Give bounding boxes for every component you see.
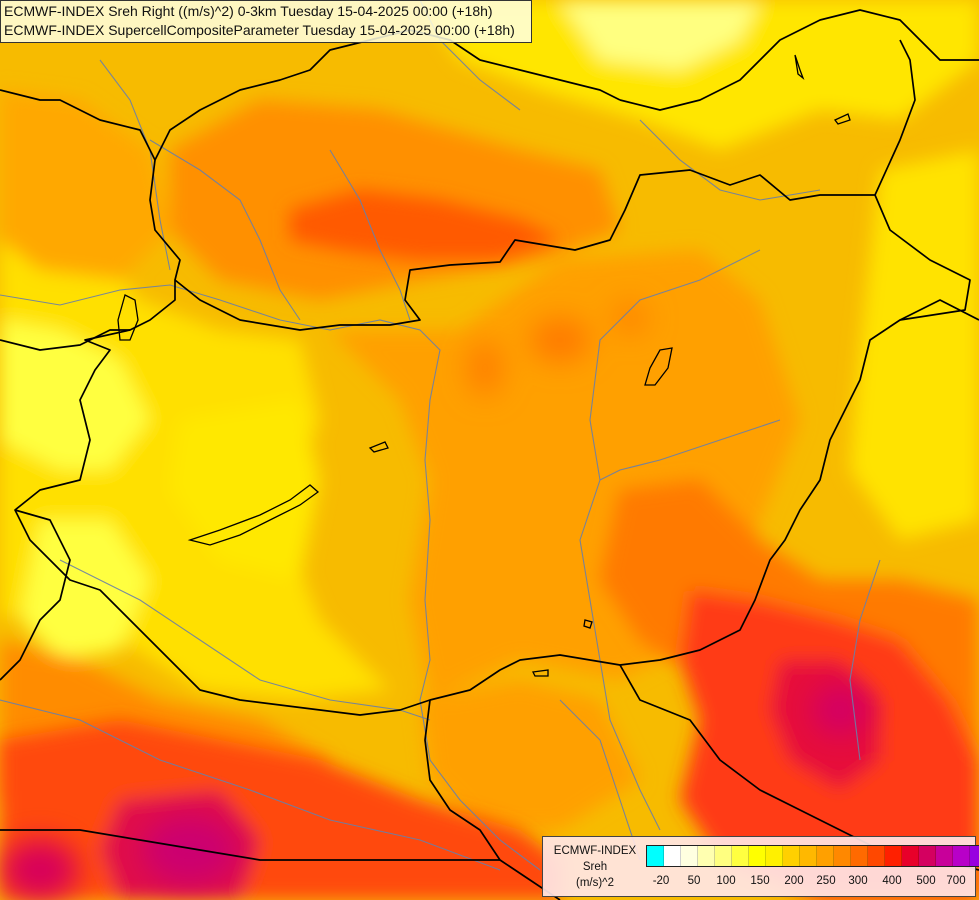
- legend-tick-label: 250: [816, 875, 836, 887]
- legend-swatch: [647, 846, 664, 866]
- border-croatia-slovenia: [0, 509, 71, 681]
- lake-small-3: [833, 113, 851, 125]
- legend-swatch: [834, 846, 851, 866]
- sreh-field-peaks: [2, 302, 868, 900]
- field-lightyellow-west: [0, 320, 150, 470]
- river-sava: [0, 699, 501, 871]
- legend-tick-label: 700: [946, 875, 966, 887]
- field-lightyellow-sw: [20, 520, 150, 660]
- field-peak-south-2: [2, 840, 78, 900]
- field-patch-center: [530, 318, 590, 362]
- legend-swatch: [664, 846, 681, 866]
- legend-swatch: [851, 846, 868, 866]
- legend-swatch: [885, 846, 902, 866]
- legend-swatch: [715, 846, 732, 866]
- lake-small-4: [532, 669, 549, 677]
- river-tisza: [579, 249, 761, 831]
- field-yellow-east: [850, 150, 979, 540]
- legend-tick-label: -20: [652, 875, 670, 887]
- field-peak-south: [142, 816, 238, 884]
- river-danube: [0, 284, 541, 871]
- title-line-1: ECMWF-INDEX Sreh Right ((m/s)^2) 0-3km T…: [4, 3, 493, 19]
- field-deep-orange-slovakia: [290, 190, 560, 260]
- field-yellow-center: [170, 400, 320, 580]
- legend-swatch: [783, 846, 800, 866]
- field-yellow-north: [420, 0, 979, 150]
- lakes: [117, 54, 851, 677]
- field-orange-south: [420, 680, 640, 830]
- color-legend: ECMWF-INDEX Sreh (m/s)^2 -20 50 100 150 200 2…: [542, 836, 979, 897]
- river-serbia: [559, 699, 641, 861]
- legend-swatch: [953, 846, 970, 866]
- legend-swatch: [936, 846, 953, 866]
- legend-tick-label: 100: [716, 875, 736, 887]
- river-northeast: [639, 119, 821, 201]
- legend-title-line-3: (m/s)^2: [576, 877, 614, 889]
- lake-neusiedl: [117, 294, 139, 341]
- legend-swatch: [902, 846, 919, 866]
- legend-tick-label: 150: [750, 875, 770, 887]
- border-slovakia-north: [0, 89, 181, 281]
- legend-swatch: [868, 846, 885, 866]
- border-austria: [0, 329, 130, 351]
- legend-swatch: [681, 846, 698, 866]
- field-patch-center-2: [467, 340, 503, 396]
- legend-swatch: [919, 846, 936, 866]
- title-box: ECMWF-INDEX Sreh Right ((m/s)^2) 0-3km T…: [0, 0, 532, 43]
- legend-tick-label: 200: [784, 875, 804, 887]
- border-romania-ukraine: [874, 39, 916, 196]
- field-peak-se: [812, 684, 868, 736]
- legend-swatch: [732, 846, 749, 866]
- river-olt: [849, 559, 881, 761]
- border-serbia-croatia: [424, 699, 561, 900]
- lake-tisza: [644, 347, 673, 386]
- river-hron: [329, 149, 411, 321]
- legend-tick-label: 50: [687, 875, 701, 887]
- legend-swatch: [800, 846, 817, 866]
- legend-swatch: [817, 846, 834, 866]
- legend-title-line-1: ECMWF-INDEX: [553, 845, 637, 857]
- lake-small-2: [794, 54, 805, 80]
- legend-tick-label: 300: [848, 875, 868, 887]
- legend-swatch: [698, 846, 715, 866]
- lake-small-5: [583, 619, 593, 629]
- legend-ticks: -20 50 100 150 200 250 300 400 500 700: [646, 875, 966, 889]
- lake-balaton: [187, 484, 320, 546]
- field-patch-east: [612, 302, 648, 334]
- field-pale-north: [560, 0, 760, 70]
- border-croatia-bosnia: [0, 829, 500, 861]
- legend-tick-label: 400: [882, 875, 902, 887]
- lake-small-1: [368, 441, 389, 453]
- legend-title: ECMWF-INDEX Sreh (m/s)^2: [547, 843, 643, 891]
- legend-title-line-2: Sreh: [582, 861, 608, 873]
- border-hungary: [14, 169, 971, 716]
- legend-swatch: [766, 846, 783, 866]
- river-vah: [149, 139, 301, 321]
- border-ukraine: [619, 9, 979, 111]
- rivers: [0, 0, 881, 871]
- legend-swatches: [646, 845, 979, 867]
- title-line-2: ECMWF-INDEX SupercellCompositeParameter …: [4, 22, 515, 38]
- river-mures: [599, 419, 781, 481]
- country-borders: [0, 9, 979, 900]
- border-romania-east: [899, 299, 979, 321]
- legend-tick-label: 500: [916, 875, 936, 887]
- legend-swatch: [749, 846, 766, 866]
- field-orange-northwest: [0, 90, 170, 280]
- legend-swatch: [970, 846, 979, 866]
